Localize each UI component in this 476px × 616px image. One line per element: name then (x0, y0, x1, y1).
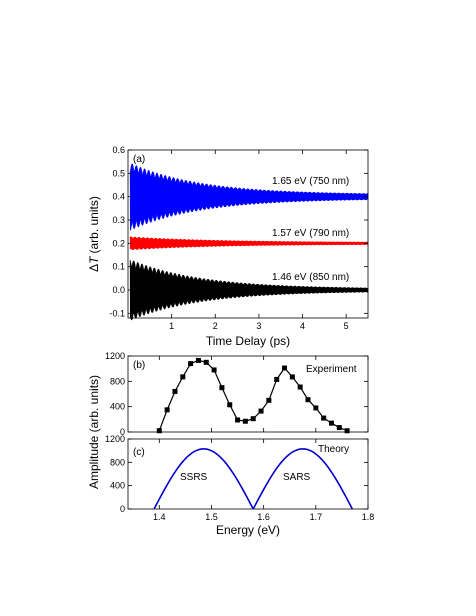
panel-b-series (156, 357, 350, 434)
panel-a-xlabel: Time Delay (ps) (206, 334, 290, 348)
y-tick-label: 0.0 (112, 285, 125, 295)
trace-1-65-ev-750-nm- (129, 163, 369, 231)
panel-c-ticks: 1.4 1.5 1.6 1.7 1.8 0 400 800 1200 (105, 434, 374, 522)
experiment-point (180, 374, 186, 380)
panel-a-frame (127, 149, 369, 319)
experiment-point (274, 376, 280, 382)
series-label-750nm: 1.65 eV (750 nm) (272, 176, 349, 187)
experiment-point (328, 420, 334, 426)
experiment-point (250, 416, 256, 422)
y-tick-label: 0.5 (112, 168, 125, 178)
y-tick-label: 800 (110, 457, 125, 467)
experiment-point (336, 425, 342, 431)
panel-b-ticks: 0 400 800 1200 (105, 351, 369, 437)
y-tick-label: 0.1 (112, 262, 125, 272)
panel-b-label: (b) (133, 360, 145, 371)
y-tick-label: 400 (110, 481, 125, 491)
trace-1-57-ev-790-nm- (129, 236, 369, 251)
series-label-850nm: 1.46 eV (850 nm) (272, 272, 349, 283)
experiment-point (305, 397, 311, 403)
experiment-point (321, 415, 327, 421)
panel-c-frame (127, 438, 369, 510)
panel-b: 0 400 800 1200 (b) Experiment (105, 351, 369, 437)
experiment-point (172, 388, 178, 394)
y-tick-label: 0 (120, 427, 125, 437)
y-tick-label: 0.3 (112, 215, 125, 225)
panel-a: 1 2 3 4 5 -0.1 0.0 0.1 0.2 0.3 0.4 0.5 0.6 (a) 1.65 … (87, 145, 369, 348)
y-tick-label: 0.4 (112, 192, 125, 202)
experiment-point (156, 428, 162, 434)
panel-c-xlabel: Energy (eV) (216, 523, 280, 537)
y-tick-label: 1200 (105, 351, 125, 361)
experiment-point (258, 408, 264, 414)
ylabel-delta: Δ (87, 264, 101, 272)
y-tick-label: 400 (110, 402, 125, 412)
experiment-point (297, 384, 303, 390)
panel-c-legend-theory: Theory (318, 444, 349, 455)
x-tick-label: 4 (300, 321, 305, 331)
experiment-point (195, 357, 201, 363)
experiment-point (282, 365, 288, 371)
experiment-point (266, 397, 272, 403)
y-tick-label: 1200 (105, 434, 125, 444)
shared-amplitude-ylabel: Amplitude (arb. units) (87, 375, 101, 489)
y-tick-label: 0 (120, 504, 125, 514)
experiment-point (242, 418, 248, 424)
annotation-ssrs: SSRS (180, 472, 208, 483)
panel-a-label: (a) (133, 154, 145, 165)
x-tick-label: 1 (169, 321, 174, 331)
experiment-point (164, 407, 170, 413)
experiment-point (188, 361, 194, 367)
experiment-point (289, 374, 295, 380)
x-tick-label: 2 (213, 321, 218, 331)
experiment-point (211, 367, 217, 373)
ylabel-units: (arb. units) (87, 196, 101, 253)
trace-1-46-ev-850-nm- (129, 259, 369, 321)
experiment-point (227, 402, 233, 408)
x-tick-label: 1.6 (257, 512, 270, 522)
y-tick-label: 0.6 (112, 145, 125, 155)
y-tick-label: -0.1 (109, 308, 125, 318)
theory-curve-sars (252, 448, 354, 510)
x-tick-label: 3 (256, 321, 261, 331)
experiment-point (313, 405, 319, 411)
panel-b-legend-experiment: Experiment (306, 364, 357, 375)
experiment-point (235, 417, 241, 423)
theory-curve-ssrs (153, 448, 254, 510)
series-label-790nm: 1.57 eV (790 nm) (272, 228, 349, 239)
panel-c-label: (c) (133, 447, 145, 458)
y-tick-label: 800 (110, 376, 125, 386)
panel-a-ticks: 1 2 3 4 5 -0.1 0.0 0.1 0.2 0.3 0.4 0.5 0.6 (109, 145, 368, 331)
experiment-point (203, 359, 209, 365)
x-tick-label: 5 (344, 321, 349, 331)
panel-a-traces (129, 163, 369, 321)
panel-c: 1.4 1.5 1.6 1.7 1.8 0 400 800 1200 (c) Theory SS… (105, 434, 374, 537)
x-tick-label: 1.8 (362, 512, 375, 522)
experiment-point (344, 428, 350, 434)
ylabel-variable: T (87, 255, 101, 264)
experiment-point (219, 385, 225, 391)
panel-a-ylabel: ΔT (arb. units) (87, 196, 101, 272)
panel-b-frame (127, 355, 369, 433)
x-tick-label: 1.4 (153, 512, 166, 522)
y-tick-label: 0.2 (112, 238, 125, 248)
x-tick-label: 1.7 (310, 512, 323, 522)
x-tick-label: 1.5 (205, 512, 218, 522)
panel-c-series (153, 448, 354, 510)
annotation-sars: SARS (283, 472, 311, 483)
